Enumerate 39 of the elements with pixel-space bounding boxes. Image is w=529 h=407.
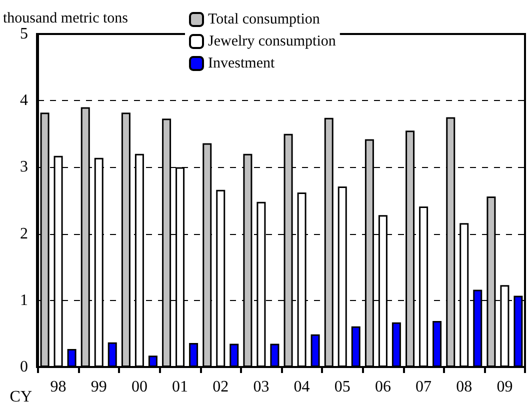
bar [108,342,117,367]
y-tick-label: 4 [20,92,28,110]
bar [351,326,360,367]
x-axis-title: CY [10,388,32,406]
y-tick-label: 1 [20,292,28,309]
bar [338,186,347,367]
x-tick-label: 05 [334,378,350,396]
x-tick-label: 03 [253,378,270,396]
x-tick-label: 06 [374,378,391,396]
bar [324,118,334,367]
y-tick-label: 2 [20,225,28,242]
bar [148,356,158,367]
bar [270,344,280,367]
y-tick-label: 5 [20,26,28,42]
bar [189,343,198,367]
legend-label: Jewelry consumption [208,34,336,50]
x-tick-label: 00 [131,378,148,396]
y-tick-label: 0 [20,358,28,376]
legend-label: Total consumption [208,12,320,28]
bar [432,321,442,367]
x-tick-label: 98 [50,378,66,396]
bar [67,349,76,367]
bar [310,334,320,367]
x-tick-label: 04 [294,378,310,396]
x-tick-label: 07 [416,378,432,396]
x-tick-label: 09 [496,378,513,396]
bar [392,322,401,367]
x-tick-label: 02 [212,378,229,396]
bar [446,117,456,367]
x-tick-label: 01 [172,378,188,396]
legend-label: Investment [208,56,276,72]
x-tick-label: 99 [90,378,107,396]
x-tick-label: 08 [456,378,472,396]
bar [419,206,428,367]
bar [216,190,226,367]
y-axis-title: thousand metric tons [3,10,128,27]
y-tick-label: 3 [20,158,28,176]
bar [121,112,130,367]
bar [230,344,239,367]
